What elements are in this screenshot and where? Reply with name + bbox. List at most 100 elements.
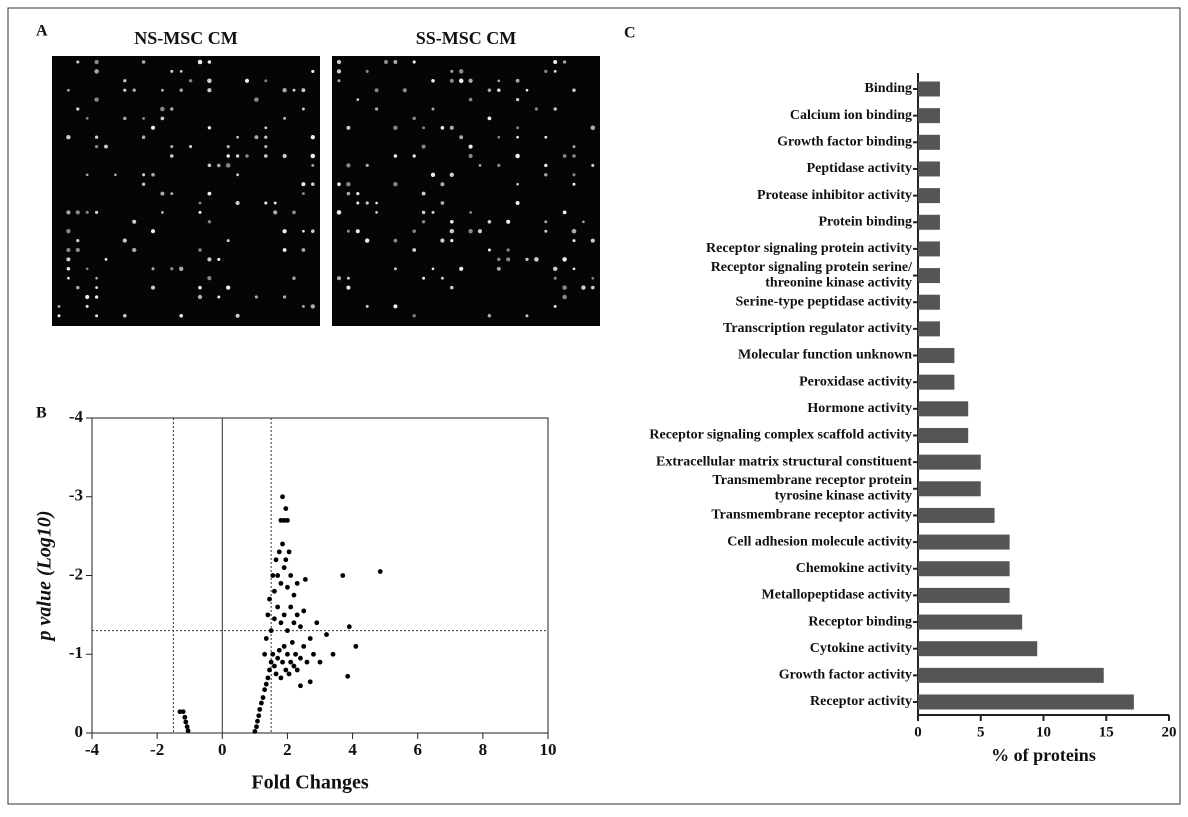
array-spot [283,117,286,120]
array-spot [422,220,425,223]
data-point [282,644,287,649]
array-spot [432,211,435,214]
x-tick-label: 2 [283,740,292,759]
array-image [332,56,600,326]
data-point [280,494,285,499]
data-point [282,612,287,617]
image-title: NS-MSC CM [134,28,238,48]
array-spot [468,229,472,233]
bar [918,82,940,97]
bar [918,295,940,310]
bar [918,241,940,256]
array-spot [450,286,454,290]
data-point [292,593,297,598]
array-spot [572,88,575,91]
array-spot [554,305,557,308]
array-spot [413,314,416,317]
array-spot [264,79,267,82]
array-spot [311,154,316,159]
array-spot [85,295,89,299]
array-spot [95,277,98,280]
array-spot [403,88,407,92]
y-tick-label: Metallopeptidase activity [762,588,912,603]
array-spot [375,202,378,205]
array-spot [264,201,267,204]
array-spot [459,79,464,84]
data-point [267,597,272,602]
array-spot [412,117,415,120]
data-point [274,672,279,677]
array-spot [66,229,70,233]
array-spot [582,220,585,223]
bar [918,268,940,283]
array-spot [86,267,89,270]
array-spot [274,202,277,205]
array-spot [283,295,286,298]
array-spot [217,296,220,299]
data-point [305,660,310,665]
array-spot [431,173,435,177]
array-spot [459,267,463,271]
array-spot [66,210,70,214]
bar [918,135,940,150]
array-spot [66,248,70,252]
array-spot [450,70,453,73]
array-spot [347,230,350,233]
data-point [279,581,284,586]
bar [918,161,940,176]
array-spot [441,126,445,130]
array-spot [441,277,444,280]
array-spot [412,248,416,252]
array-spot [366,201,369,204]
array-spot [468,79,472,83]
panel-label: A [36,23,48,40]
array-spot [67,277,70,280]
bar [918,215,940,230]
array-spot [189,79,192,82]
array-spot [179,267,183,271]
array-spot [142,117,145,120]
panel-label: B [36,405,47,422]
array-spot [413,60,416,63]
bar [918,641,1037,656]
array-spot [94,60,98,64]
array-spot [207,257,211,261]
data-point [347,624,352,629]
data-point [272,664,277,669]
array-spot [226,285,230,289]
array-spot [440,239,444,243]
data-point [308,679,313,684]
array-spot [488,248,491,251]
array-spot [507,248,510,251]
array-spot [581,285,585,289]
array-spot [236,173,239,176]
bar [918,695,1134,710]
data-point [277,648,282,653]
array-spot [302,230,305,233]
array-spot [356,192,359,195]
data-point [261,695,266,700]
array-spot [516,136,519,139]
array-spot [142,173,145,176]
array-spot [264,136,267,139]
array-spot [311,182,315,186]
array-spot [95,295,98,298]
array-spot [393,60,397,64]
array-spot [161,211,164,214]
array-spot [562,295,566,299]
array-spot [133,89,136,92]
data-point [301,609,306,614]
array-spot [572,154,576,158]
array-spot [469,98,473,102]
array-spot [208,60,211,63]
array-spot [394,154,398,158]
data-point [331,652,336,657]
data-point [270,573,275,578]
data-point [340,573,345,578]
bar [918,615,1022,630]
array-spot [459,69,464,74]
array-spot [207,79,212,84]
y-tick-label: Calcium ion binding [790,108,912,123]
array-spot [207,276,211,280]
array-spot [337,276,341,280]
